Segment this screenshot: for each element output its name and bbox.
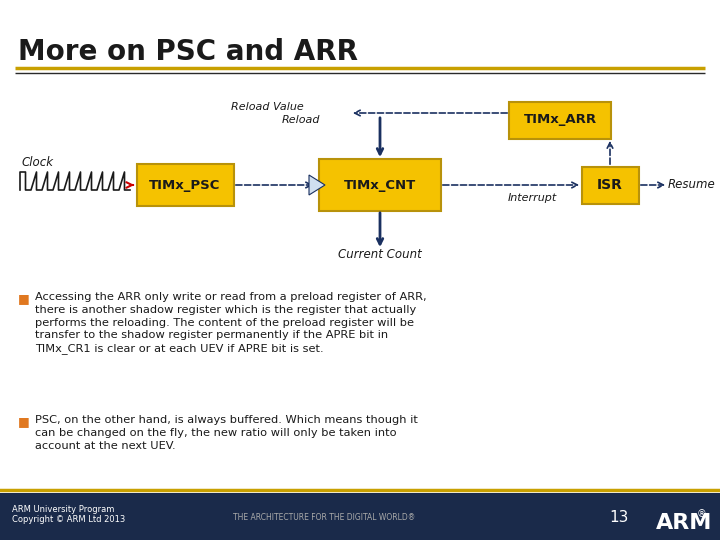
- FancyBboxPatch shape: [582, 166, 639, 204]
- Text: Clock: Clock: [22, 157, 54, 170]
- Polygon shape: [309, 175, 325, 195]
- Text: PSC, on the other hand, is always buffered. Which means though it
can be changed: PSC, on the other hand, is always buffer…: [35, 415, 418, 450]
- Text: Current Count: Current Count: [338, 248, 422, 261]
- FancyBboxPatch shape: [137, 164, 233, 206]
- FancyBboxPatch shape: [509, 102, 611, 138]
- Text: ®: ®: [697, 509, 707, 519]
- Text: ARM University Program
Copyright © ARM Ltd 2013: ARM University Program Copyright © ARM L…: [12, 505, 125, 524]
- Text: TIMx_PSC: TIMx_PSC: [149, 179, 221, 192]
- Text: Interrupt: Interrupt: [508, 193, 557, 203]
- Text: Resume: Resume: [668, 179, 716, 192]
- Text: 13: 13: [610, 510, 629, 524]
- Text: ■: ■: [18, 415, 30, 428]
- FancyBboxPatch shape: [0, 493, 720, 540]
- Text: More on PSC and ARR: More on PSC and ARR: [18, 38, 358, 66]
- Text: Reload Value: Reload Value: [231, 102, 304, 112]
- Text: ARM: ARM: [656, 513, 712, 533]
- Text: TIMx_ARR: TIMx_ARR: [523, 113, 597, 126]
- Text: THE ARCHITECTURE FOR THE DIGITAL WORLD®: THE ARCHITECTURE FOR THE DIGITAL WORLD®: [233, 512, 415, 522]
- Text: Accessing the ARR only write or read from a preload register of ARR,
there is an: Accessing the ARR only write or read fro…: [35, 292, 427, 354]
- Text: TIMx_CNT: TIMx_CNT: [344, 179, 416, 192]
- FancyBboxPatch shape: [319, 159, 441, 211]
- Text: Reload: Reload: [282, 115, 320, 125]
- Text: ISR: ISR: [597, 178, 623, 192]
- Text: ■: ■: [18, 292, 30, 305]
